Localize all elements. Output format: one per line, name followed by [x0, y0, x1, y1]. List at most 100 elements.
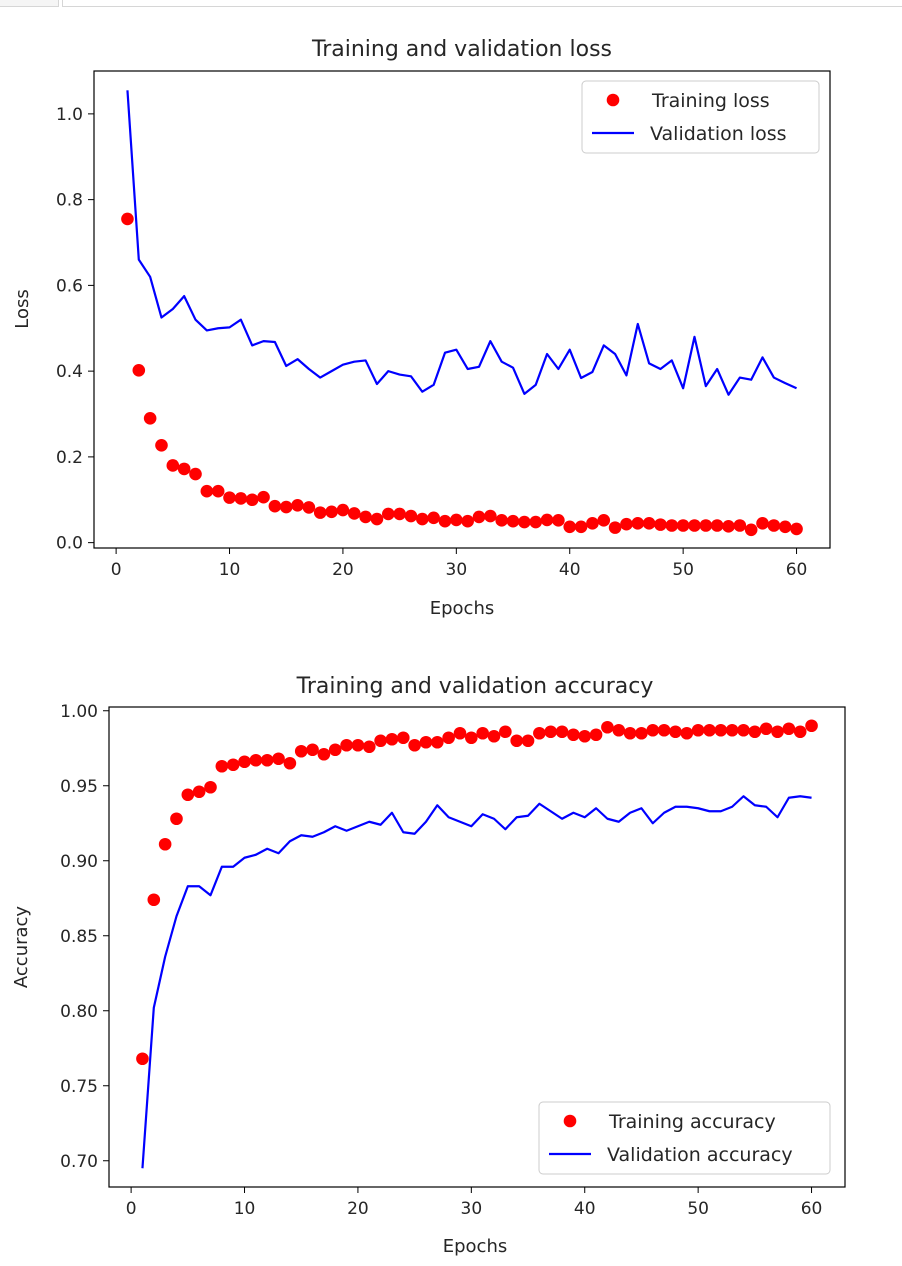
loss-training-point [121, 212, 134, 226]
x-tick-label: 60 [801, 1199, 823, 1219]
accuracy-training-point [374, 734, 387, 748]
loss-training-point [302, 501, 316, 514]
accuracy-training-point [589, 728, 603, 742]
loss-training-point [778, 520, 792, 534]
accuracy-training-point [272, 752, 285, 766]
y-tick-label: 0.70 [60, 1152, 98, 1172]
loss-training-point [245, 493, 259, 507]
toolbar-divider [62, 0, 902, 7]
accuracy-training-point [725, 723, 739, 737]
accuracy-training-point [147, 893, 161, 907]
y-tick-label: 1.0 [56, 105, 83, 125]
loss-training-point [336, 503, 350, 517]
loss-legend-box [581, 80, 820, 154]
loss-training-point [665, 519, 679, 532]
loss-training-point [518, 515, 531, 529]
loss-training-point [506, 514, 520, 528]
loss-training-point [654, 518, 667, 531]
accuracy-legend-marker-dot [563, 1114, 577, 1128]
y-tick-label: 0.4 [56, 362, 83, 382]
loss-training-point [529, 515, 543, 529]
loss-training-point [359, 510, 372, 524]
loss-training-point [574, 520, 588, 534]
accuracy-training-point [136, 1052, 149, 1066]
accuracy-training-point [294, 744, 308, 758]
accuracy-training-point [521, 734, 535, 748]
window-top-strip [0, 0, 902, 8]
loss-training-point [540, 513, 554, 527]
loss-chart-title: Training and validation loss [311, 37, 612, 62]
y-tick-label: 0.80 [60, 1002, 98, 1022]
accuracy-training-point [396, 731, 410, 745]
loss-training-point [268, 499, 282, 513]
accuracy-training-point [601, 720, 614, 734]
loss-training-point [325, 505, 338, 519]
loss-training-point [472, 510, 486, 524]
accuracy-training-point [499, 725, 512, 739]
loss-training-point [404, 509, 418, 523]
loss-training-point [313, 506, 327, 519]
loss-training-point [450, 513, 463, 527]
loss-training-point [710, 519, 724, 532]
loss-training-point [744, 523, 758, 537]
loss-training-point [381, 507, 395, 521]
accuracy-series-layer [136, 719, 818, 1169]
accuracy-training-point [283, 756, 297, 770]
loss-training-point [642, 517, 656, 530]
loss-training-point [552, 514, 565, 527]
y-tick-label: 1.00 [60, 702, 98, 722]
loss-training-point [211, 484, 225, 498]
loss-training-point [257, 490, 270, 504]
loss-training-point [155, 439, 168, 452]
accuracy-training-point [782, 722, 796, 736]
loss-training-point [608, 521, 622, 534]
accuracy-training-point [510, 734, 523, 748]
loss-training-point [291, 499, 304, 512]
loss-training-point [438, 514, 452, 528]
accuracy-training-point [533, 726, 546, 740]
loss-training-point [393, 507, 406, 521]
loss-training-point [676, 519, 690, 532]
accuracy-training-point [805, 719, 818, 733]
accuracy-training-point [623, 726, 637, 740]
accuracy-training-point [442, 731, 455, 745]
accuracy-training-point [578, 729, 592, 743]
loss-training-point [688, 519, 701, 532]
x-tick-label: 50 [687, 1199, 709, 1219]
loss-training-point [597, 514, 611, 527]
loss-chart-ylabel: Loss [12, 289, 33, 328]
y-tick-label: 0.95 [60, 777, 98, 797]
loss-training-point [189, 467, 202, 481]
accuracy-legend-label-training: Training accuracy [608, 1111, 776, 1133]
x-tick-label: 50 [672, 560, 694, 580]
accuracy-training-point [260, 753, 274, 767]
loss-training-point [563, 520, 577, 534]
accuracy-training-point [657, 723, 671, 737]
loss-legend-label-training: Training loss [651, 90, 770, 112]
accuracy-training-point [465, 731, 478, 745]
accuracy-chart-title: Training and validation accuracy [296, 674, 654, 699]
loss-training-point [177, 462, 191, 476]
x-tick-label: 10 [219, 560, 241, 580]
accuracy-ticks-layer: 0 10 20 30 40 50 60 0.70 0.75 0.80 0.85 0.90 0.95 1.0… [60, 702, 822, 1219]
loss-training-point [370, 512, 384, 526]
x-tick-label: 40 [559, 560, 581, 580]
accuracy-plot-frame [108, 706, 846, 1188]
accuracy-training-point [691, 723, 705, 737]
accuracy-training-point [306, 743, 319, 757]
x-tick-label: 20 [347, 1199, 369, 1219]
accuracy-training-point [680, 726, 694, 740]
toolbar-field [0, 0, 59, 7]
loss-training-point [143, 412, 157, 425]
accuracy-training-point [612, 723, 626, 737]
y-tick-label: 0.75 [60, 1077, 98, 1097]
accuracy-legend-box [538, 1101, 831, 1175]
loss-training-point [767, 519, 781, 532]
loss-ticks-layer: 0 10 20 30 40 50 60 0.0 0.2 0.4 0.6 0.8 1.0 [56, 105, 807, 580]
loss-training-point [756, 517, 769, 530]
accuracy-training-point [487, 729, 501, 743]
accuracy-training-point [476, 726, 489, 740]
accuracy-training-point [238, 755, 251, 769]
x-tick-label: 30 [461, 1199, 483, 1219]
